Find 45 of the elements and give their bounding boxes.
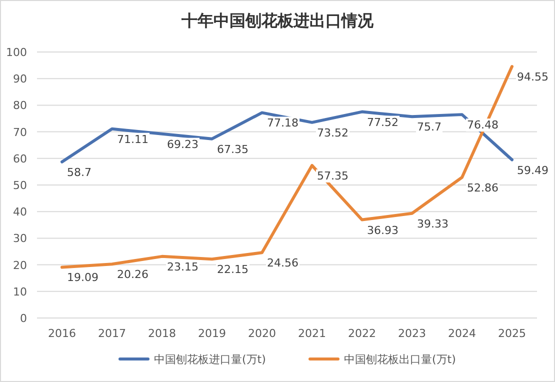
data-label: 58.7	[67, 166, 92, 179]
data-label: 57.35	[317, 169, 348, 182]
x-tick-label: 2023	[398, 327, 426, 340]
data-label: 36.93	[367, 224, 398, 237]
y-tick-label: 10	[13, 285, 27, 298]
data-label: 94.55	[517, 70, 548, 84]
x-tick-label: 2020	[248, 327, 276, 340]
line-series	[60, 110, 514, 164]
data-label: 24.56	[267, 256, 298, 270]
y-tick-label: 0	[20, 312, 27, 325]
data-label: 67.35	[217, 142, 248, 156]
x-tick-label: 2021	[298, 327, 326, 340]
data-label: 59.49	[517, 164, 548, 177]
x-tick-label: 2017	[98, 327, 126, 340]
data-label: 19.09	[67, 271, 98, 284]
y-tick-label: 90	[13, 72, 27, 86]
data-label: 71.11	[117, 132, 148, 146]
data-label: 69.23	[167, 138, 198, 151]
x-tick-label: 2018	[148, 327, 176, 340]
x-tick-label: 2016	[48, 327, 76, 340]
x-tick-label: 2019	[198, 327, 226, 340]
legend-label: 中国刨花板进口量(万t)	[154, 353, 266, 366]
x-tick-label: 2025	[498, 327, 526, 340]
y-tick-label: 40	[13, 206, 27, 219]
y-tick-label: 20	[13, 258, 27, 272]
y-tick-label: 50	[13, 179, 27, 192]
x-tick-label: 2022	[348, 327, 376, 340]
data-label: 77.52	[367, 116, 398, 129]
data-label: 76.48	[467, 118, 498, 132]
data-label: 23.15	[167, 260, 198, 274]
data-label: 77.18	[267, 116, 298, 130]
data-label: 20.26	[117, 268, 148, 282]
legend-label: 中国刨花板出口量(万t)	[344, 353, 456, 366]
data-label: 75.7	[417, 120, 442, 134]
y-tick-label: 100	[6, 46, 27, 59]
y-tick-label: 30	[13, 232, 27, 246]
y-tick-label: 70	[13, 126, 27, 139]
data-label: 52.86	[467, 181, 498, 194]
chart-title: 十年中国刨花板进出口情况	[180, 12, 374, 30]
data-label: 73.52	[317, 126, 348, 140]
x-tick-label: 2024	[448, 327, 476, 340]
data-label: 22.15	[217, 263, 248, 276]
y-tick-label: 80	[13, 99, 27, 112]
data-label: 39.33	[417, 217, 448, 230]
y-tick-label: 60	[13, 152, 27, 166]
